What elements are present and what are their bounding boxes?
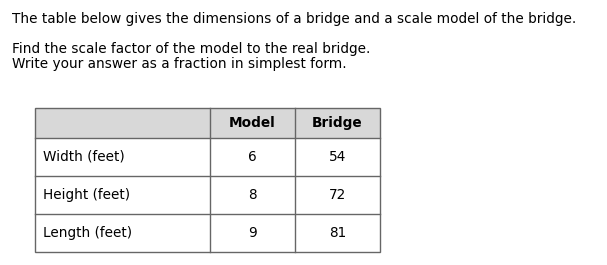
Text: Bridge: Bridge xyxy=(312,116,363,130)
Text: Length (feet): Length (feet) xyxy=(43,226,132,240)
Bar xyxy=(35,138,380,176)
Text: 6: 6 xyxy=(248,150,257,164)
Text: 81: 81 xyxy=(329,226,346,240)
Text: Height (feet): Height (feet) xyxy=(43,188,130,202)
Text: The table below gives the dimensions of a bridge and a scale model of the bridge: The table below gives the dimensions of … xyxy=(12,12,576,26)
Bar xyxy=(35,214,380,252)
Text: Find the scale factor of the model to the real bridge.: Find the scale factor of the model to th… xyxy=(12,42,370,56)
Text: Width (feet): Width (feet) xyxy=(43,150,125,164)
Text: 9: 9 xyxy=(248,226,257,240)
Text: 72: 72 xyxy=(329,188,346,202)
Text: Model: Model xyxy=(229,116,276,130)
Text: 8: 8 xyxy=(248,188,257,202)
Text: Write your answer as a fraction in simplest form.: Write your answer as a fraction in simpl… xyxy=(12,57,347,71)
Text: 54: 54 xyxy=(329,150,346,164)
Bar xyxy=(35,108,380,252)
Bar xyxy=(35,176,380,214)
Bar xyxy=(35,108,380,138)
